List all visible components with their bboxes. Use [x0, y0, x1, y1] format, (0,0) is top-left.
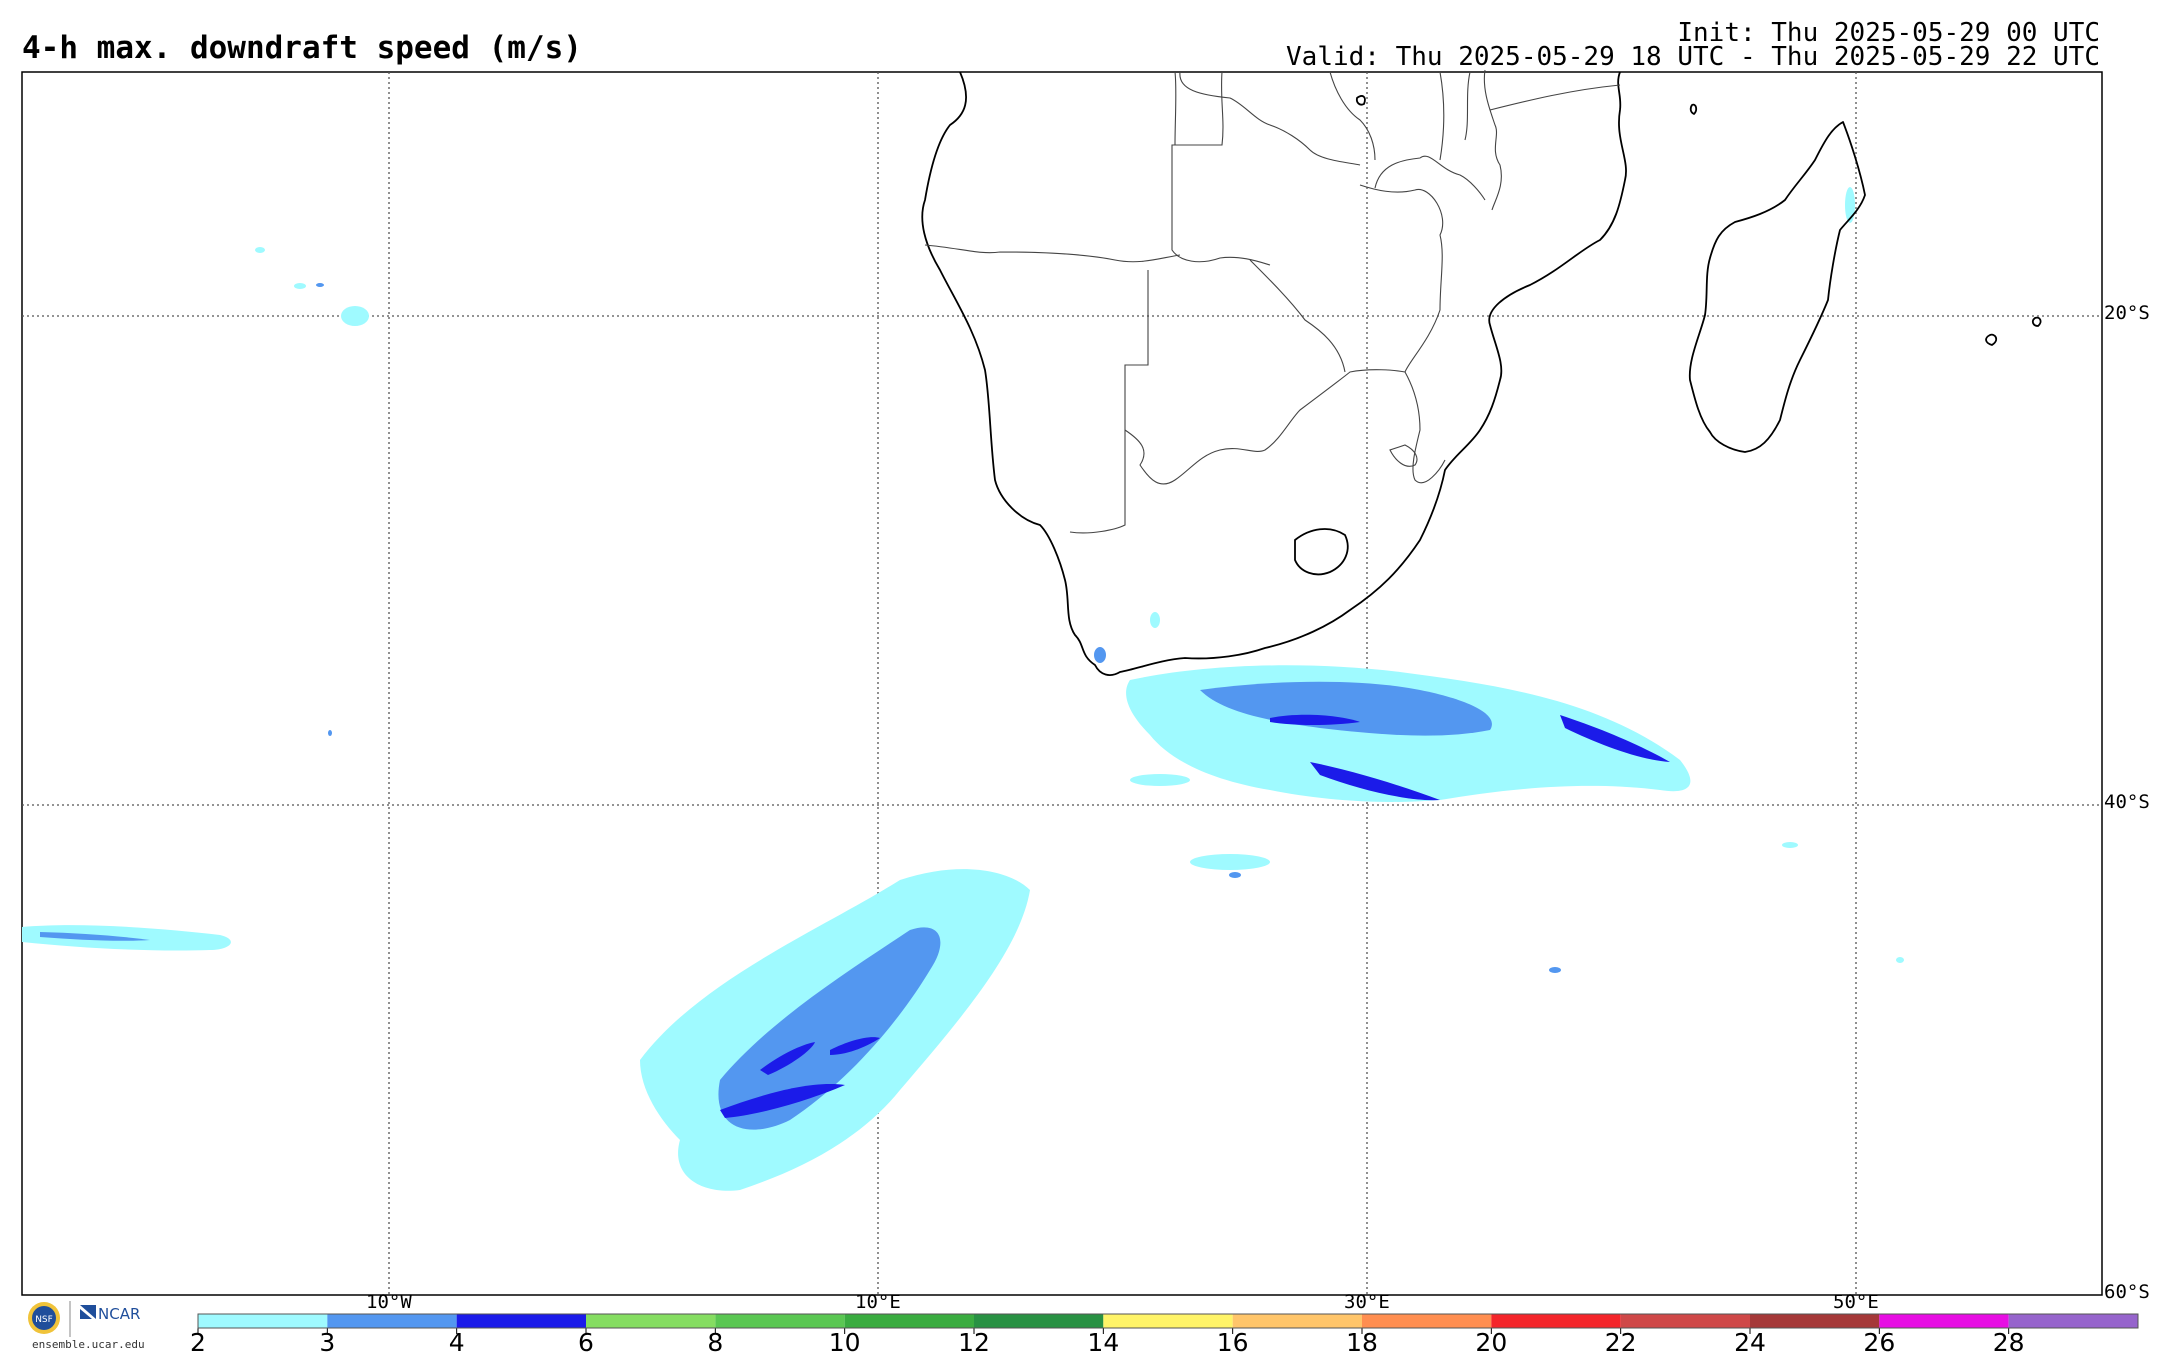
- nsf-ncar-logo: NSF NCAR: [28, 1301, 140, 1337]
- colorbar-tick-label: 8: [707, 1328, 724, 1357]
- lat-label-20s: 20°S: [2104, 302, 2150, 324]
- colorbar-tick-label: 14: [1087, 1328, 1120, 1357]
- field-sw-dark-2: [720, 1084, 845, 1118]
- map-title: 4-h max. downdraft speed (m/s): [22, 30, 582, 66]
- lesotho-outline: [1294, 528, 1349, 576]
- map-frame: [21, 71, 2103, 1296]
- colorbar-tick-label: 3: [319, 1328, 336, 1357]
- lon-label-10e: 10°E: [855, 1291, 901, 1313]
- colorbar-tick-label: 28: [1992, 1328, 2025, 1357]
- field-se-dark-1: [1270, 714, 1360, 725]
- colorbar-tick-label: 22: [1604, 1328, 1637, 1357]
- init-time: Init: Thu 2025-05-29 00 UTC: [1677, 18, 2100, 48]
- field-w-mid: [40, 932, 150, 941]
- field-specks: [255, 187, 1904, 963]
- colorbar-tick-label: 12: [958, 1328, 990, 1357]
- valid-time: Valid: Thu 2025-05-29 18 UTC - Thu 2025-…: [1286, 42, 2100, 72]
- lon-label-30e: 30°E: [1344, 1291, 1390, 1313]
- field-sw-dark-3: [830, 1037, 880, 1055]
- colorbar-tick-label: 6: [578, 1328, 594, 1357]
- coastlines: [921, 71, 2042, 676]
- ncar-logo-text: NCAR: [98, 1305, 140, 1323]
- field-sw-mid: [718, 927, 941, 1130]
- field-sw-dark-1: [760, 1042, 815, 1075]
- nsf-seal-text: NSF: [35, 1315, 53, 1325]
- downdraft-shading: [22, 187, 1904, 1191]
- madagascar-coastline: [1688, 121, 1866, 453]
- country-borders: [924, 69, 1621, 534]
- field-se-dark-2: [1310, 762, 1440, 801]
- lat-label-40s: 40°S: [2104, 791, 2150, 813]
- graticule: [22, 72, 2102, 1295]
- reunion: [2031, 316, 2042, 327]
- colorbar-tick-label: 2: [190, 1328, 206, 1357]
- mauritius: [1985, 333, 1998, 346]
- lon-label-50e: 50°E: [1833, 1291, 1879, 1313]
- lake-victoria-area: [1355, 95, 1366, 106]
- colorbar-tick-label: 26: [1863, 1328, 1896, 1357]
- colorbar-tick-label: 4: [448, 1328, 465, 1357]
- field-se-mid: [1200, 681, 1492, 736]
- field-se-dark-3: [1560, 715, 1670, 762]
- colorbar-tick-label: 10: [828, 1328, 861, 1357]
- colorbar-tick-label: 20: [1475, 1328, 1508, 1357]
- colorbar-tick-label: 16: [1216, 1328, 1249, 1357]
- comoros: [1689, 103, 1698, 115]
- colorbar-tick-label: 24: [1734, 1328, 1766, 1357]
- lat-label-60s: 60°S: [2104, 1281, 2150, 1303]
- colorbar-tick-label: 18: [1346, 1328, 1378, 1357]
- lon-label-10w: 10°W: [366, 1291, 412, 1313]
- logo-url: ensemble.ucar.edu: [32, 1338, 145, 1351]
- africa-coastline: [921, 71, 1627, 676]
- field-specks-mid: [316, 283, 1561, 973]
